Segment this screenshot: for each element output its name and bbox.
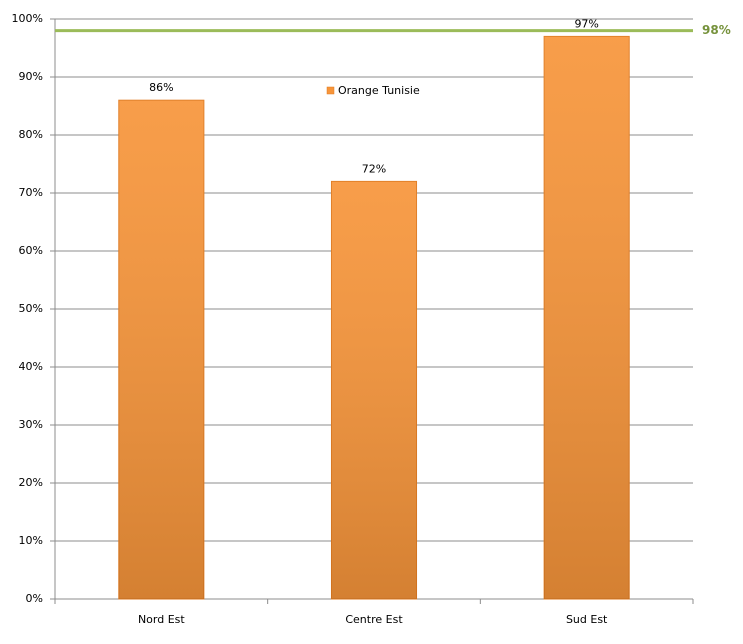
y-tick-label: 80%: [19, 128, 43, 141]
data-label: 97%: [574, 17, 598, 30]
x-tick-label: Sud Est: [566, 613, 608, 626]
legend-swatch: [326, 86, 335, 95]
bar: [118, 99, 205, 600]
plot: 0% 10% 20% 30% 40% 50% 60% 70% 80% 90% 100% Nord Es…: [12, 12, 731, 626]
y-tick-label: 90%: [19, 70, 43, 83]
x-tick-label: Nord Est: [138, 613, 185, 626]
y-tick-label: 40%: [19, 360, 43, 373]
y-tick-label: 20%: [19, 476, 43, 489]
legend-label: Orange Tunisie: [338, 84, 420, 97]
reference-label: 98%: [702, 23, 731, 37]
data-label: 86%: [149, 81, 173, 94]
y-tick-label: 0%: [26, 592, 43, 605]
y-tick-label: 50%: [19, 302, 43, 315]
bar: [543, 35, 630, 600]
y-tick-label: 70%: [19, 186, 43, 199]
y-tick-label: 100%: [12, 12, 43, 25]
y-tick-label: 10%: [19, 534, 43, 547]
y-tick-label: 30%: [19, 418, 43, 431]
bar: [330, 180, 418, 600]
x-tick-label: Centre Est: [345, 613, 403, 626]
data-label: 72%: [362, 162, 386, 175]
y-tick-label: 60%: [19, 244, 43, 257]
